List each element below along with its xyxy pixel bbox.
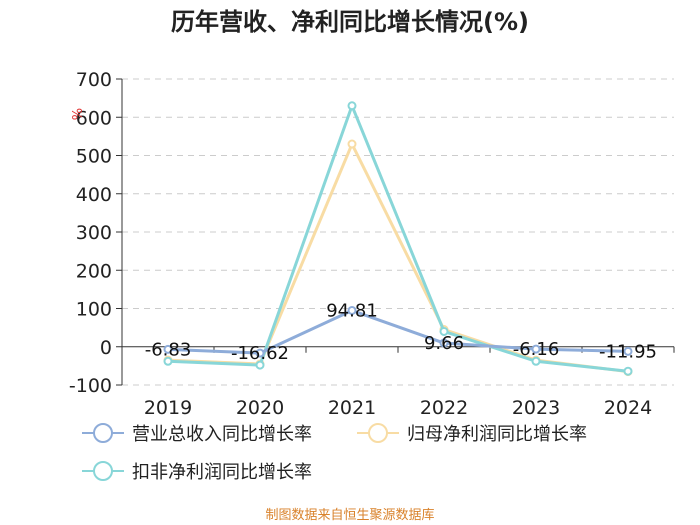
x-tick-label: 2023: [512, 397, 560, 419]
x-tick-label: 2021: [328, 397, 376, 419]
series-point-2: [531, 356, 541, 366]
x-tick-label: 2020: [236, 397, 284, 419]
series-point-0: [347, 305, 357, 315]
legend-swatch-marker: [368, 423, 388, 443]
data-label: -11.95: [599, 341, 657, 362]
series-line-2: [167, 104, 629, 373]
y-tick-label: 600: [76, 107, 112, 129]
series-point-1: [347, 139, 357, 149]
legend-label[interactable]: 归母净利润同比增长率: [407, 424, 587, 445]
grid-lines: [122, 78, 674, 386]
series-point-0: [163, 344, 173, 354]
y-tick-label: 700: [76, 69, 112, 91]
legend-label[interactable]: 扣非净利润同比增长率: [132, 462, 312, 483]
legend-swatch-marker: [93, 423, 113, 443]
series-point-0: [439, 338, 449, 348]
legend-label[interactable]: 营业总收入同比增长率: [132, 424, 312, 445]
data-label: 9.66: [424, 333, 464, 354]
series-point-2: [163, 356, 173, 366]
data-label: -16.62: [231, 343, 289, 364]
series-line-0: [167, 308, 629, 355]
series-line-1: [167, 142, 629, 374]
source-note: 制图数据来自恒生聚源数据库: [265, 507, 434, 523]
series-point-2: [347, 101, 357, 111]
legend-swatch-marker: [93, 461, 113, 481]
y-tick-label: 400: [76, 184, 112, 206]
y-tick-label: 200: [76, 260, 112, 282]
series-point-0: [255, 348, 265, 358]
x-tick-label: 2022: [420, 397, 468, 419]
y-tick-label: 0: [100, 337, 112, 359]
series-point-2: [439, 326, 449, 336]
series-point-0: [531, 344, 541, 354]
series-point-0: [623, 346, 633, 356]
y-tick-label: -100: [69, 375, 112, 397]
data-label: -6.16: [513, 339, 560, 360]
axes: -100 0 100 200 300 400 500 600 700 2019 2020 2021 20…: [69, 69, 675, 419]
y-tick-label: 300: [76, 222, 112, 244]
y-tick-label: 500: [76, 146, 112, 168]
x-tick-label: 2024: [604, 397, 652, 419]
x-tick-label: 2019: [144, 397, 192, 419]
y-tick-label: 100: [76, 299, 112, 321]
data-labels: -6.83 -16.62 94.81 9.66 -6.16 -11.95: [145, 300, 657, 364]
data-label: 94.81: [326, 300, 378, 321]
chart-title: 历年营收、净利同比增长情况(%): [171, 8, 529, 36]
y-axis-label: %: [71, 108, 86, 120]
series-point-2: [623, 366, 633, 376]
data-label: -6.83: [145, 339, 192, 360]
series-point-2: [255, 360, 265, 370]
series-lines: [163, 101, 633, 377]
